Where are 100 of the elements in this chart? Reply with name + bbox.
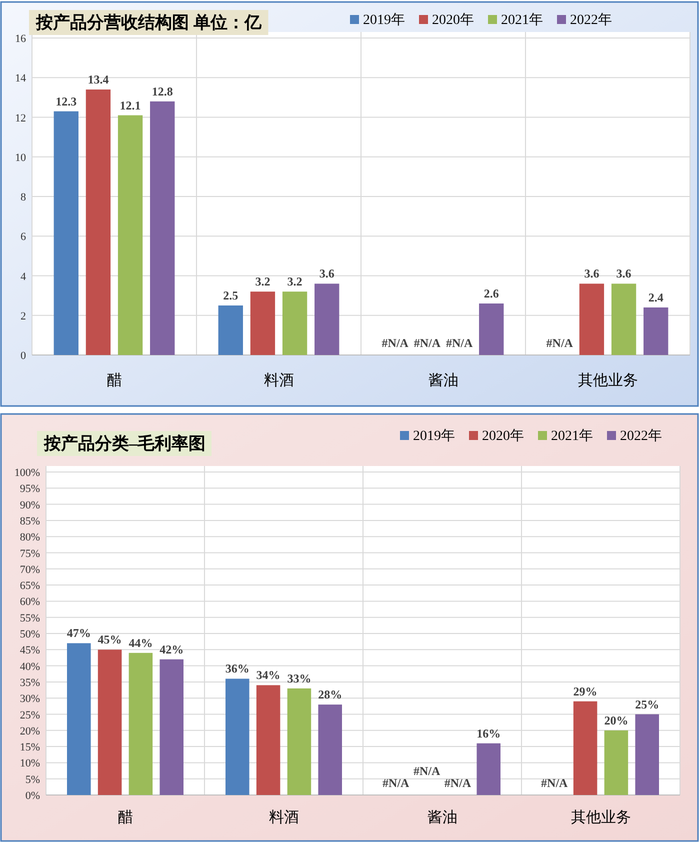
data-label: 45% [98, 632, 122, 647]
y-tick-label: 95% [20, 483, 40, 496]
data-label: 44% [128, 636, 153, 650]
bar [128, 652, 153, 795]
data-label: 3.6 [319, 266, 334, 281]
legend-label: 2020年 [432, 12, 474, 28]
data-label: 28% [318, 688, 342, 702]
bar [287, 688, 312, 795]
chart-title: 按产品分类–毛利率图 [43, 434, 206, 453]
y-tick-label: 8 [20, 192, 26, 204]
bar [635, 714, 659, 795]
bar [226, 678, 250, 795]
x-tick-label: 醋 [106, 372, 122, 389]
bar [479, 303, 504, 355]
text: #N/A [444, 776, 472, 790]
y-tick-label: 30% [20, 693, 40, 706]
x-tick-label: 料酒 [268, 809, 299, 826]
bar [604, 730, 628, 795]
text: #N/A [382, 336, 408, 350]
data-label: 12.1 [120, 98, 141, 112]
x-tick-label: 其他业务 [578, 372, 638, 389]
data-label: 29% [573, 684, 598, 698]
y-tick-label: 80% [20, 532, 40, 544]
data-label: 3.6 [616, 266, 632, 281]
data-label: 13.4 [88, 72, 109, 87]
y-tick-label: 6 [20, 231, 26, 244]
text: #N/A [446, 336, 473, 350]
y-tick-label: 10 [15, 152, 26, 164]
y-tick-label: 65% [20, 580, 40, 592]
y-tick-label: 35% [20, 676, 40, 689]
y-tick-label: 50% [20, 628, 40, 640]
legend-label: 2019年 [413, 428, 455, 444]
bar [160, 659, 184, 795]
bar [54, 111, 78, 355]
y-tick-label: 55% [20, 612, 40, 624]
text: #N/A [414, 336, 441, 350]
bar [314, 284, 340, 355]
y-tick-label: 20% [20, 725, 40, 738]
legend-label: 2022年 [570, 12, 612, 28]
x-tick-label: 其他业务 [570, 809, 631, 826]
y-tick-label: 16 [15, 33, 26, 45]
y-tick-label: 85% [20, 515, 40, 528]
y-tick-label: 0% [25, 790, 40, 802]
y-tick-label: 14 [15, 72, 26, 85]
data-label: 3.2 [287, 274, 302, 289]
data-label: 34% [256, 668, 280, 682]
bar [86, 90, 111, 355]
data-label: 47% [66, 626, 91, 640]
bar [218, 305, 243, 355]
data-label: 2.5 [223, 288, 238, 302]
data-label: 42% [160, 642, 184, 656]
data-label: 33% [287, 671, 312, 686]
chart-title: 按产品分营收结构图 单位：亿 [35, 13, 262, 32]
data-label: 2.6 [484, 286, 499, 300]
y-tick-label: 15% [20, 742, 40, 754]
data-label: 3.6 [584, 266, 600, 281]
y-tick-label: 5% [25, 774, 40, 786]
legend-label: 2020年 [482, 428, 524, 444]
y-tick-label: 40% [20, 660, 40, 673]
bar [67, 643, 91, 795]
bar [150, 101, 175, 355]
text: #N/A [546, 336, 573, 350]
data-label: 12.3 [56, 94, 77, 108]
text: #N/A [382, 776, 410, 790]
y-tick-label: 10% [20, 758, 40, 770]
bar [611, 284, 636, 355]
x-tick-label: 酱油 [427, 809, 458, 826]
y-tick-label: 60% [20, 596, 40, 608]
data-label: 36% [225, 662, 250, 676]
legend-label: 2021年 [501, 12, 543, 28]
y-tick-label: 12 [15, 112, 26, 124]
bar [318, 704, 342, 795]
data-label: 12.8 [152, 84, 173, 98]
bar [579, 284, 604, 355]
legend-label: 2019年 [363, 12, 405, 28]
y-tick-label: 4 [20, 270, 26, 283]
bar [644, 307, 668, 355]
bar [250, 292, 276, 355]
bar [118, 115, 143, 355]
y-tick-label: 25% [20, 709, 40, 722]
y-tick-label: 70% [20, 564, 40, 576]
data-label: 2.4 [648, 290, 664, 304]
y-tick-label: 100% [14, 467, 40, 479]
y-tick-label: 75% [20, 548, 40, 560]
data-label: 3.2 [255, 274, 270, 289]
x-tick-label: 料酒 [264, 372, 294, 389]
legend-label: 2022年 [620, 428, 662, 444]
data-label: 25% [635, 697, 660, 712]
text: #N/A [413, 764, 440, 778]
x-tick-label: 醋 [118, 809, 133, 826]
bar [573, 701, 598, 795]
y-tick-label: 45% [20, 644, 40, 657]
bar [256, 685, 280, 795]
bar [98, 650, 122, 795]
y-tick-label: 0 [20, 350, 26, 362]
data-label: 16% [476, 726, 501, 740]
text: #N/A [541, 776, 568, 790]
legend-label: 2021年 [551, 428, 593, 444]
data-label: 20% [604, 713, 628, 728]
bar [282, 292, 308, 355]
